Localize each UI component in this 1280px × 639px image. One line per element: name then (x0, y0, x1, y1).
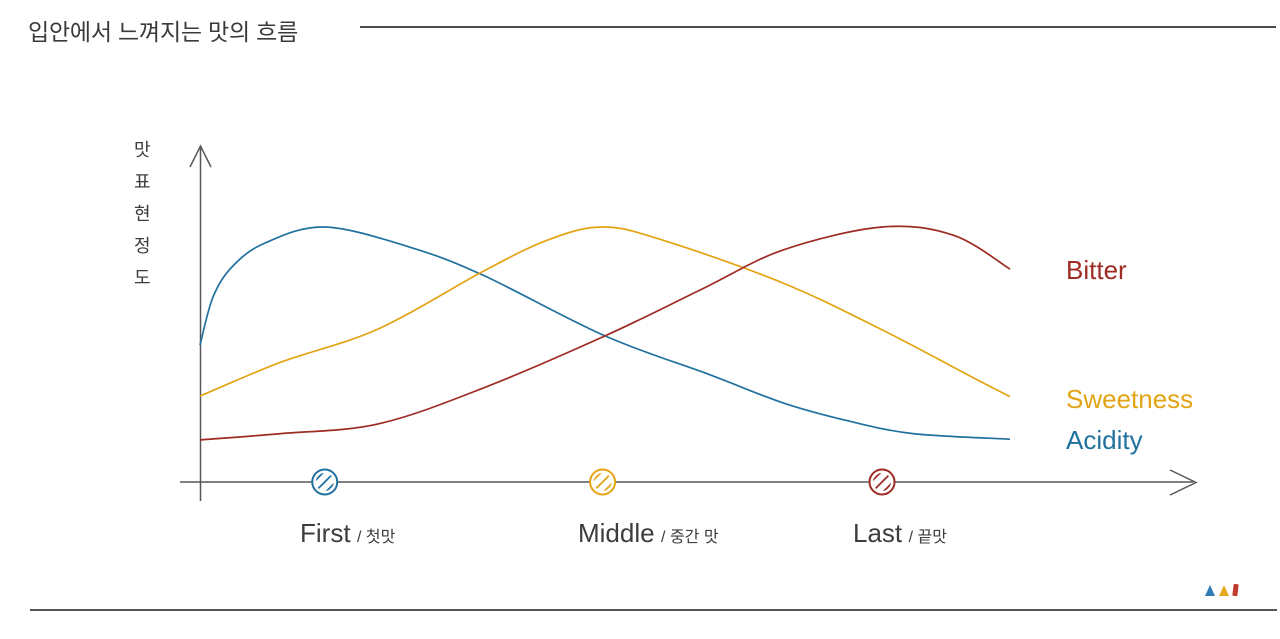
y-axis-title-char: 현 (134, 204, 151, 224)
y-axis-title-char: 맛 (134, 140, 151, 160)
page-title: 입안에서 느껴지는 맛의 흐름 (28, 19, 299, 45)
logo-red-bar-icon (1232, 583, 1239, 597)
y-axis-arrowhead-icon (189, 144, 212, 168)
x-axis-label-first: First / 첫맛 (300, 518, 395, 549)
y-axis-title-char: 도 (134, 268, 151, 288)
stage-first-ko: / 첫맛 (357, 529, 396, 546)
stage-first-en: First (300, 518, 351, 548)
curve-bitter (199, 225, 1011, 441)
axis-marker-middle-icon (589, 468, 617, 496)
curve-acidity (199, 226, 1011, 441)
x-axis-label-middle: Middle / 중간 맛 (578, 518, 719, 549)
legend-sweetness: Sweetness (1066, 384, 1194, 414)
x-axis-arrowhead-icon (1169, 469, 1198, 496)
curves-layer (199, 225, 1011, 441)
legend-acidity: Acidity (1066, 425, 1143, 455)
stage-last-ko: / 끝맛 (908, 529, 947, 546)
axes (180, 144, 1198, 501)
y-axis-title-char: 정 (134, 236, 151, 256)
logo-blue-triangle-icon (1205, 585, 1215, 596)
markers-layer (311, 468, 896, 496)
y-axis-title-char: 표 (134, 172, 151, 192)
header-rule (360, 26, 1276, 28)
axis-marker-first-icon (311, 468, 339, 496)
logo-yellow-triangle-icon (1219, 585, 1229, 596)
stage-middle-en: Middle (578, 518, 655, 548)
stage-last-en: Last (853, 518, 903, 548)
brand-logo (1205, 583, 1239, 597)
legend-bitter: Bitter (1066, 255, 1127, 285)
stage-middle-ko: / 중간 맛 (661, 529, 719, 546)
axis-marker-last-icon (868, 468, 896, 496)
x-axis-label-last: Last / 끝맛 (853, 518, 947, 549)
curve-sweetness (199, 226, 1011, 398)
footer-rule (30, 609, 1277, 611)
